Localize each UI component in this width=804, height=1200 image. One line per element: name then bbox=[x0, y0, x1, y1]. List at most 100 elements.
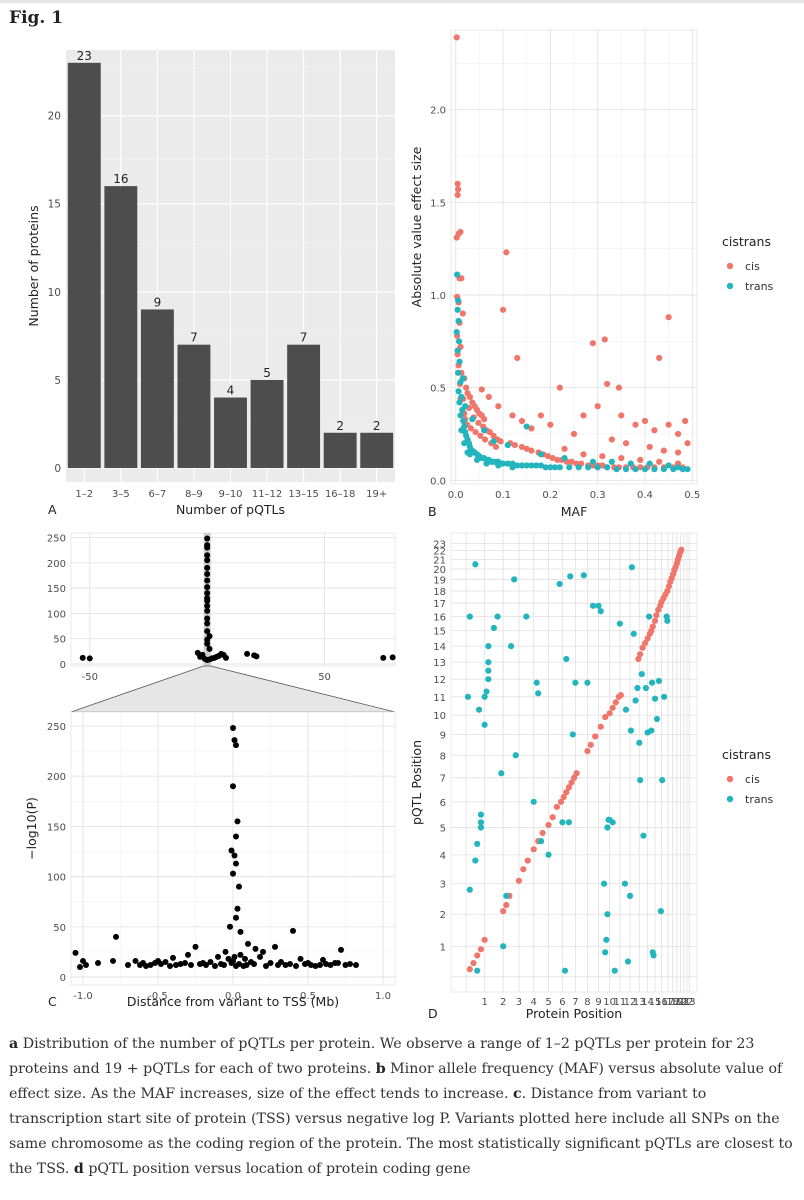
point bbox=[342, 961, 349, 968]
point-trans bbox=[595, 602, 602, 609]
legend-label-trans: trans bbox=[745, 280, 774, 293]
point-cis bbox=[500, 908, 507, 915]
point bbox=[143, 962, 149, 969]
point bbox=[312, 962, 319, 969]
point-cis bbox=[475, 419, 482, 426]
bar-value-label: 7 bbox=[300, 331, 308, 345]
point-trans bbox=[472, 857, 479, 864]
y-tick-label: 1.5 bbox=[430, 198, 446, 209]
x-tick-label: 0.4 bbox=[637, 490, 653, 501]
point-trans bbox=[456, 399, 463, 406]
x-tick-label: 1 bbox=[481, 997, 487, 1008]
y-tick-label: 5 bbox=[440, 824, 446, 835]
point-cis bbox=[509, 412, 516, 419]
point bbox=[203, 961, 209, 968]
bar bbox=[323, 432, 357, 468]
point bbox=[380, 654, 387, 661]
point bbox=[389, 654, 396, 661]
point-cis bbox=[561, 445, 568, 452]
point-trans bbox=[483, 688, 490, 695]
y-tick-label: 21 bbox=[433, 555, 446, 566]
point bbox=[110, 957, 116, 964]
y-tick-label: 200 bbox=[47, 772, 66, 783]
point-trans bbox=[561, 454, 568, 462]
point-cis bbox=[674, 449, 682, 456]
y-tick-label: 10 bbox=[48, 287, 61, 299]
point bbox=[230, 783, 236, 790]
x-tick-label: 50 bbox=[318, 672, 331, 683]
point-trans bbox=[638, 670, 645, 678]
point bbox=[302, 960, 308, 967]
point-cis bbox=[651, 427, 658, 434]
caption-c-text: . Distance from variant to transcription… bbox=[9, 1086, 793, 1177]
x-tick-label: 4 bbox=[531, 997, 537, 1008]
point-trans bbox=[454, 271, 461, 278]
y-tick-label: 10 bbox=[433, 711, 446, 722]
point-cis bbox=[454, 186, 462, 193]
point-trans bbox=[608, 458, 615, 465]
point-cis bbox=[472, 429, 479, 436]
point bbox=[113, 933, 119, 940]
point-cis bbox=[651, 617, 659, 624]
point bbox=[218, 960, 224, 967]
point-cis bbox=[556, 384, 563, 391]
x-tick-label: 0.2 bbox=[542, 490, 558, 501]
point-trans bbox=[523, 613, 530, 620]
point bbox=[207, 958, 214, 965]
point-cis bbox=[557, 798, 565, 805]
point-cis bbox=[565, 784, 573, 791]
point-cis bbox=[592, 733, 599, 740]
point-cis bbox=[584, 748, 591, 755]
point bbox=[297, 955, 304, 962]
point bbox=[204, 542, 211, 549]
point-trans bbox=[538, 838, 545, 845]
point-trans bbox=[542, 464, 549, 471]
x-tick-label: 13 bbox=[633, 997, 646, 1008]
point bbox=[347, 960, 353, 967]
point bbox=[236, 883, 242, 890]
point-cis bbox=[594, 403, 601, 410]
point bbox=[204, 577, 211, 584]
point bbox=[162, 958, 169, 965]
x-tick-label: 6–7 bbox=[149, 489, 167, 500]
point-cis bbox=[523, 445, 530, 452]
point bbox=[79, 654, 86, 661]
caption-a-label: a bbox=[9, 1036, 19, 1052]
point-trans bbox=[603, 936, 610, 943]
point bbox=[204, 570, 211, 577]
legend-title: cistrans bbox=[722, 234, 771, 249]
point-trans bbox=[457, 412, 464, 419]
point-cis bbox=[497, 438, 504, 445]
bar-value-label: 9 bbox=[154, 295, 162, 309]
y-tick-label: 2 bbox=[440, 910, 446, 921]
y-tick-label: 15 bbox=[433, 627, 446, 638]
bar-value-label: 2 bbox=[336, 419, 344, 433]
x-tick-label: 23 bbox=[683, 997, 696, 1008]
point-trans bbox=[602, 949, 609, 956]
point-trans bbox=[472, 561, 479, 568]
y-tick-label: 2.0 bbox=[430, 106, 446, 117]
point bbox=[212, 962, 218, 969]
point-trans bbox=[632, 697, 639, 704]
point-cis bbox=[618, 412, 625, 419]
point bbox=[204, 590, 211, 597]
point bbox=[225, 955, 232, 962]
point-trans bbox=[559, 819, 566, 826]
point-trans bbox=[613, 466, 620, 473]
point-cis bbox=[656, 354, 663, 362]
y-tick-label: 250 bbox=[47, 534, 66, 545]
figure-canvas: 05101520231–2163–596–778–949–10511–12713… bbox=[24, 29, 774, 1021]
point bbox=[204, 564, 211, 571]
point bbox=[353, 961, 359, 968]
point-cis bbox=[478, 386, 485, 393]
point-trans bbox=[622, 466, 630, 473]
point-cis bbox=[470, 959, 477, 967]
point-trans bbox=[537, 462, 544, 469]
point-cis bbox=[539, 829, 546, 837]
point bbox=[222, 654, 229, 661]
point bbox=[242, 955, 248, 962]
point bbox=[293, 962, 299, 969]
point-cis bbox=[492, 443, 500, 451]
point-trans bbox=[523, 423, 530, 430]
point-trans bbox=[589, 602, 597, 609]
